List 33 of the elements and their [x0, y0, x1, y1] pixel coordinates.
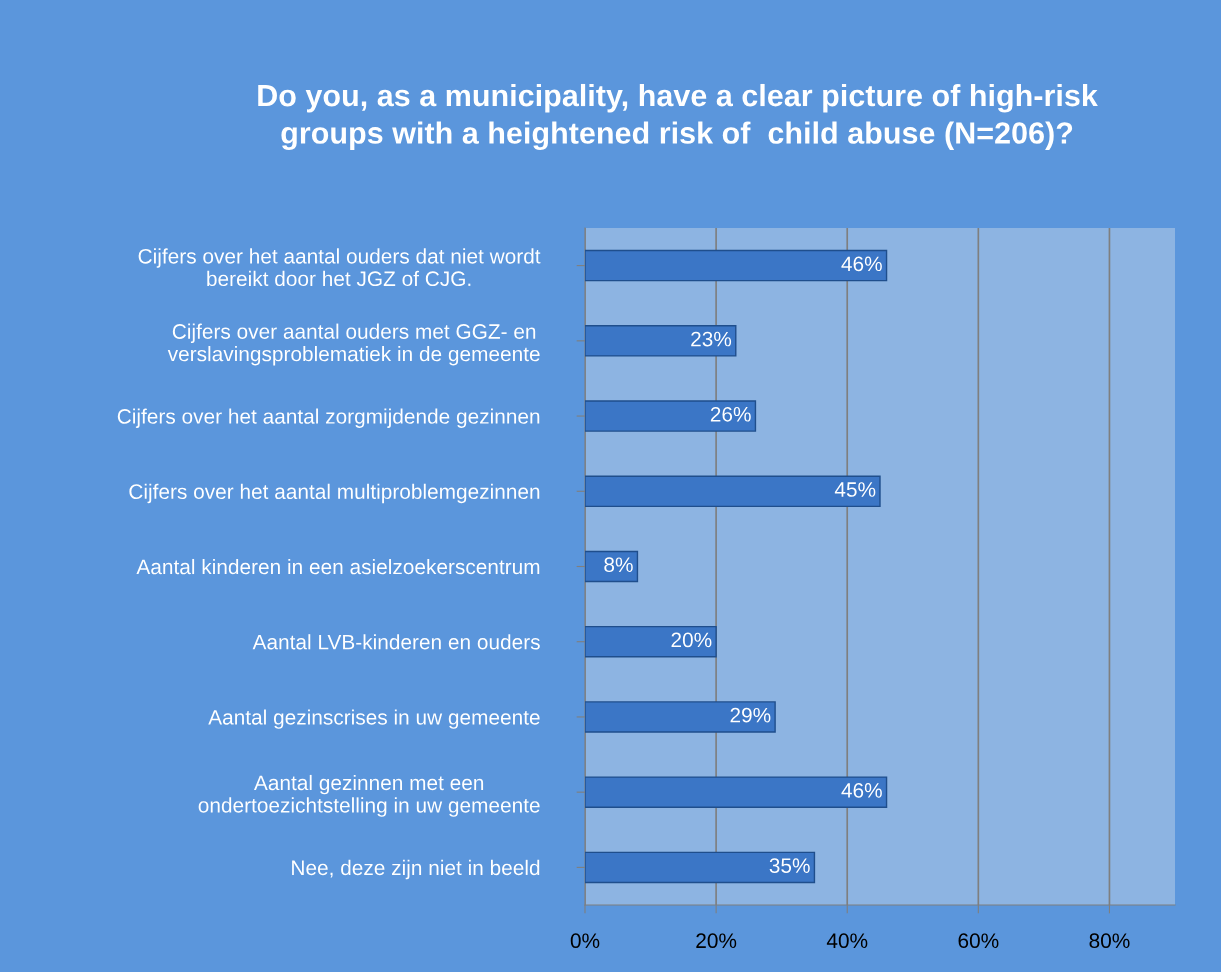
chart-title: Do you, as a municipality, have a clear picture of high-risk groups with a heightened risk of child abuse (N=206)? — [258, 83, 1098, 151]
y-tick-label: Cijfers over het aantal zorgmijdende gezinnen — [117, 408, 540, 428]
data-label: 26% — [710, 406, 751, 422]
data-label: 20% — [671, 632, 712, 648]
y-tick-label: Aantal gezinnen met een ondertoezichtstelling in uw gemeente — [198, 774, 540, 817]
data-label: 45% — [834, 482, 876, 497]
x-tick-label: 20% — [696, 933, 737, 949]
bar — [585, 249, 888, 282]
y-tick-label: Aantal LVB-kinderen en ouders — [252, 634, 540, 650]
x-tick-label: 40% — [826, 933, 868, 949]
bar — [585, 550, 639, 583]
bar — [585, 400, 757, 432]
data-label: 46% — [841, 783, 882, 798]
bar — [585, 475, 881, 508]
data-label: 23% — [691, 331, 732, 347]
bar — [585, 325, 737, 357]
data-label: 29% — [730, 707, 771, 723]
data-label: 35% — [769, 858, 810, 873]
y-tick-label: Cijfers over het aantal multiproblemgezinnen — [129, 483, 540, 504]
data-label: 8% — [604, 557, 633, 573]
bar — [585, 776, 888, 808]
data-label: 46% — [841, 256, 882, 272]
x-tick-label: 80% — [1089, 933, 1130, 949]
y-tick-label: Aantal kinderen in een asielzoekerscentrum — [136, 558, 540, 575]
bar — [585, 701, 776, 733]
y-tick-label: Nee, deze zijn niet in beeld — [292, 859, 540, 880]
y-tick-label: Cijfers over aantal ouders met GGZ- en verslavingsproblematiek in de gemeente — [167, 323, 540, 366]
bar — [585, 851, 816, 884]
y-tick-label: Cijfers over het aantal ouders dat niet wordt bereikt door het JGZ of CJG. — [138, 248, 541, 287]
x-tick-label: 60% — [958, 933, 999, 949]
x-tick-label: 0% — [570, 933, 600, 949]
bar — [585, 625, 717, 658]
y-tick-label: Aantal gezinscrises in uw gemeente — [208, 709, 540, 729]
